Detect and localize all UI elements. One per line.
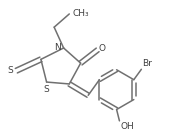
- Text: S: S: [8, 66, 13, 75]
- Text: Br: Br: [142, 59, 152, 68]
- Text: N: N: [54, 44, 61, 53]
- Text: CH₃: CH₃: [72, 9, 89, 18]
- Text: OH: OH: [120, 122, 134, 131]
- Text: O: O: [99, 44, 106, 53]
- Text: S: S: [44, 85, 49, 94]
